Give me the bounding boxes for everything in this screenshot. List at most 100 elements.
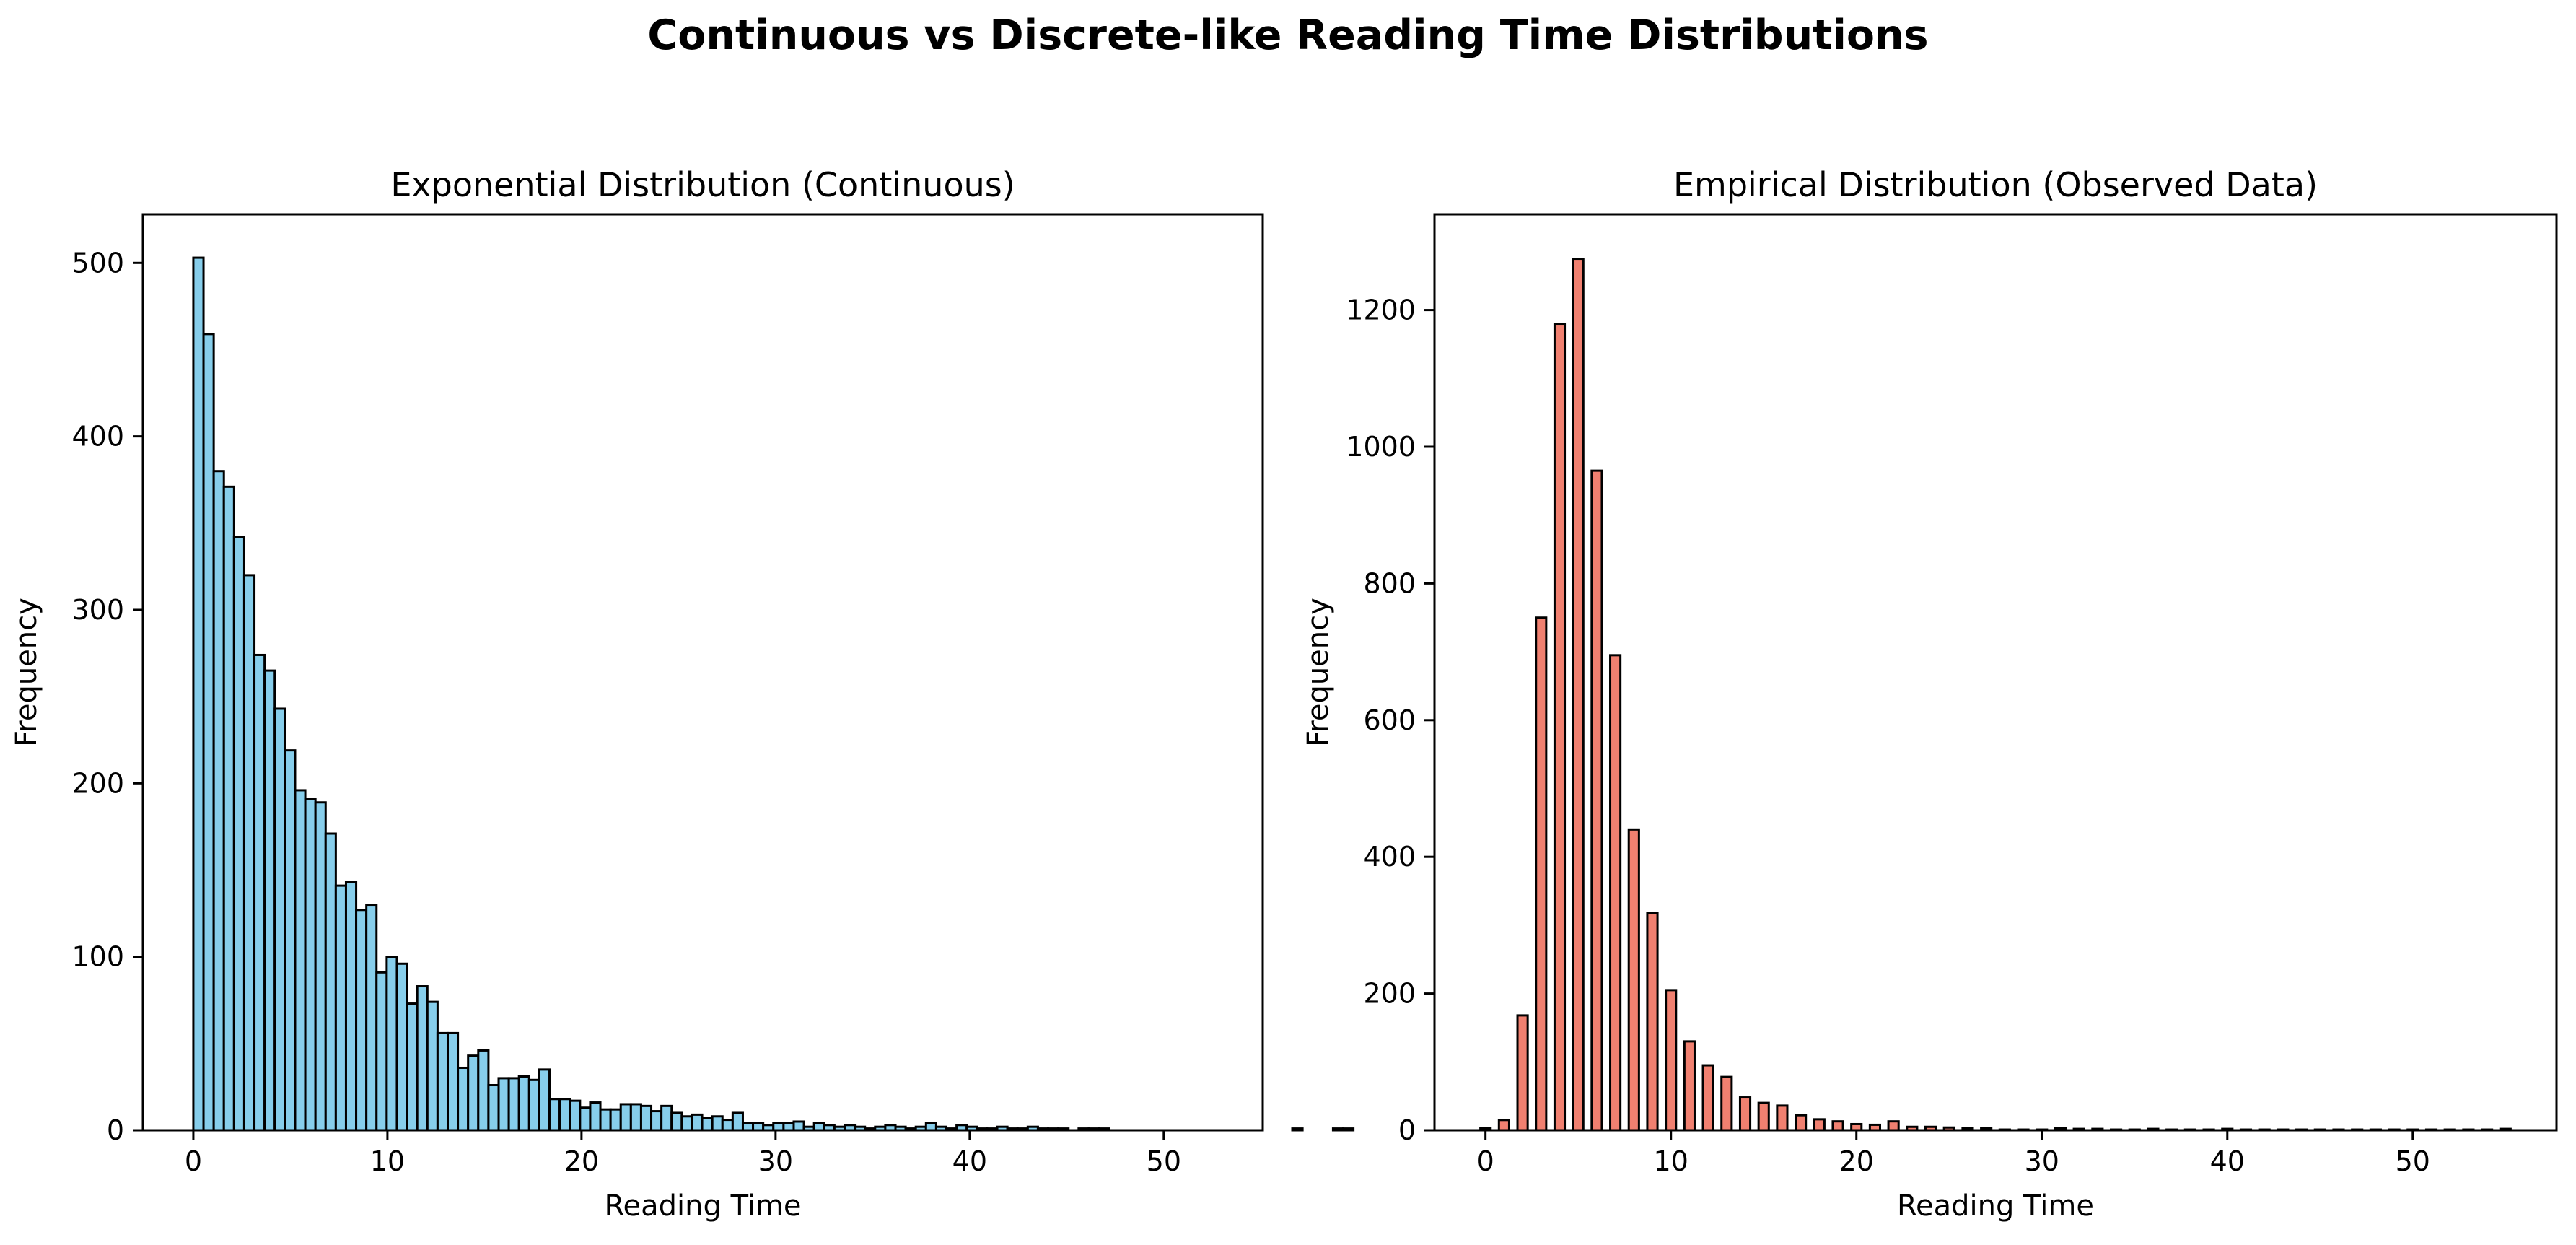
- panel2-bar: [1516, 1014, 1529, 1132]
- panel2-ytick-label: 1000: [1346, 431, 1416, 463]
- panel2-xtick-label: 0: [1477, 1145, 1494, 1177]
- panel1-axes-frame: [141, 213, 1264, 1132]
- panel1-ytick-label: 0: [107, 1114, 124, 1146]
- panel2-bar: [1627, 828, 1640, 1132]
- panel1-bar: [477, 1049, 490, 1132]
- panel1-bar: [446, 1031, 460, 1132]
- panel1-bar: [294, 789, 307, 1132]
- panel2-bar: [1497, 1119, 1510, 1132]
- panel1-bar: [558, 1098, 571, 1132]
- panel2-bar: [1609, 654, 1622, 1132]
- panel2-ytick-label: 0: [1398, 1114, 1416, 1146]
- panel1-bar: [202, 333, 215, 1132]
- panel1-bar: [426, 1000, 439, 1132]
- panel2-axes-frame: [1433, 213, 2558, 1132]
- panel1-bar: [507, 1077, 520, 1132]
- panel1-bar: [619, 1103, 632, 1132]
- panel1-bar: [609, 1108, 622, 1132]
- panel1-bar: [711, 1115, 724, 1132]
- panel1-bar: [436, 1031, 449, 1132]
- panel1-ytick-label: 500: [71, 247, 124, 279]
- panel1-bar: [416, 985, 429, 1132]
- panel1-bar: [344, 881, 358, 1132]
- panel2-ytick-label: 200: [1363, 978, 1416, 1010]
- panel1-bar: [253, 653, 266, 1132]
- panel1-bar: [1331, 1127, 1345, 1132]
- panel1-bar: [263, 669, 276, 1132]
- panel1-bar: [457, 1066, 470, 1132]
- panel1-bar: [487, 1084, 500, 1132]
- panel1-xtick-label: 10: [370, 1145, 405, 1177]
- panel1-bar: [222, 485, 235, 1132]
- panel1-bar: [192, 256, 205, 1132]
- panel1-bar: [334, 884, 347, 1132]
- panel2-bar: [1572, 258, 1585, 1132]
- panel2-bar: [1590, 469, 1603, 1132]
- panel2-title: Empirical Distribution (Observed Data): [1673, 165, 2318, 204]
- panel1-ytick-label: 300: [71, 594, 124, 626]
- panel1-bar: [569, 1099, 582, 1132]
- panel1-bar: [527, 1078, 540, 1132]
- panel1-bar: [395, 962, 408, 1132]
- panel1-bar: [273, 707, 286, 1132]
- panel1-xtick-label: 40: [952, 1145, 987, 1177]
- panel1-xtick-label: 20: [564, 1145, 599, 1177]
- panel1-bar: [242, 574, 256, 1132]
- panel2-ytick-label: 400: [1363, 841, 1416, 873]
- panel1-bar: [304, 798, 317, 1132]
- panel2-xtick-label: 20: [1839, 1145, 1874, 1177]
- panel2-bar: [1720, 1075, 1733, 1132]
- panel1-bar: [324, 832, 337, 1132]
- panel1-bar: [639, 1104, 653, 1132]
- panel1-bar: [650, 1110, 663, 1132]
- panel2-bar: [1553, 323, 1567, 1132]
- panel1-xtick-label: 50: [1147, 1145, 1181, 1177]
- panel2-ytick-label: 1200: [1346, 294, 1416, 326]
- panel2-bar: [1757, 1101, 1770, 1132]
- panel1-bar: [365, 904, 378, 1132]
- panel1-bar: [721, 1119, 734, 1132]
- panel2-ytick-label: 800: [1363, 567, 1416, 599]
- panel2-bar: [1701, 1064, 1714, 1132]
- panel2-bar: [1683, 1040, 1696, 1132]
- panel1-bar: [660, 1104, 673, 1132]
- panel2-xtick-label: 50: [2396, 1145, 2430, 1177]
- panel2-xtick-label: 10: [1654, 1145, 1688, 1177]
- panel1-ylabel: Frequency: [10, 598, 43, 747]
- panel1-bar: [355, 909, 368, 1132]
- panel1-bar: [670, 1111, 683, 1132]
- panel1-bar: [406, 1002, 419, 1132]
- panel2-bar: [1665, 989, 1678, 1132]
- panel2-bar: [1646, 912, 1659, 1132]
- panel1-bar: [701, 1117, 714, 1132]
- panel1-bar: [731, 1111, 744, 1132]
- panel2-bar: [1831, 1120, 1844, 1132]
- panel1-xlabel: Reading Time: [605, 1189, 802, 1223]
- panel2-bar: [1795, 1114, 1808, 1132]
- panel2-bar: [1813, 1118, 1826, 1132]
- panel1-bar: [691, 1113, 704, 1132]
- panel1-bar: [385, 956, 398, 1132]
- panel1-bar: [517, 1075, 530, 1132]
- panel1-bar: [579, 1106, 592, 1132]
- panel1-bar: [629, 1103, 642, 1132]
- panel1-bar: [548, 1098, 561, 1132]
- panel1-bar: [284, 749, 297, 1132]
- panel1-ytick-label: 400: [71, 421, 124, 453]
- panel1-bar: [314, 801, 327, 1132]
- panel1-bar: [232, 536, 245, 1132]
- panel1-bar: [680, 1115, 693, 1132]
- panel2-bar: [1738, 1096, 1752, 1132]
- panel1-xtick-label: 30: [758, 1145, 793, 1177]
- panel1-ytick-label: 200: [71, 767, 124, 799]
- panel2-bar: [1535, 616, 1548, 1132]
- panel1-title: Exponential Distribution (Continuous): [390, 165, 1015, 204]
- panel1-bar: [467, 1054, 480, 1132]
- panel1-bar: [792, 1120, 805, 1132]
- panel2-bar: [1887, 1120, 1900, 1132]
- panel2-xtick-label: 40: [2210, 1145, 2245, 1177]
- panel2-ytick-label: 600: [1363, 704, 1416, 736]
- panel1-ytick-label: 100: [71, 941, 124, 973]
- panel1-bar: [375, 971, 388, 1132]
